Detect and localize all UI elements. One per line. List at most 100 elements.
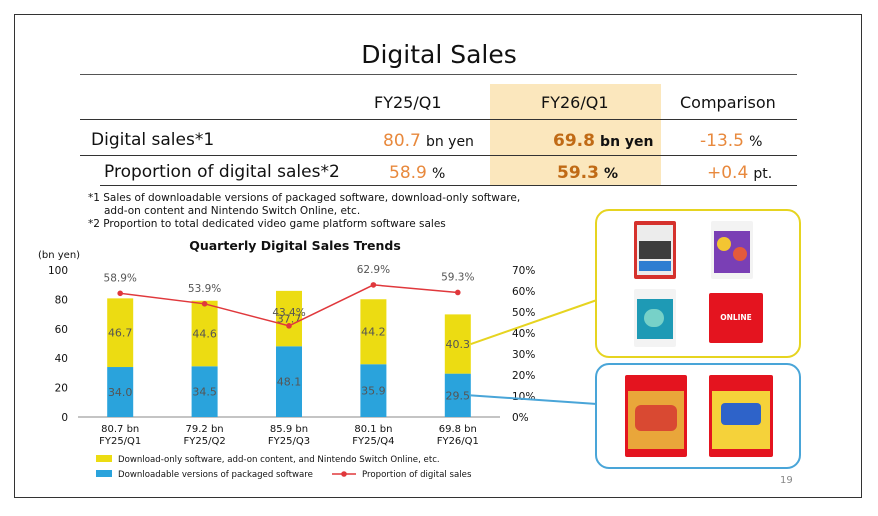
bar-download-only [276, 290, 302, 347]
proportion-fy26-unit: % [604, 166, 619, 182]
download-only-callout: ONLINE [595, 209, 801, 358]
y2-tick-label: 20% [512, 370, 535, 382]
packaged-callout [595, 363, 801, 469]
bar-packaged [360, 364, 387, 417]
kart-game-box-icon [625, 375, 687, 457]
party-game-card-icon [711, 221, 753, 279]
proportion-point [455, 289, 461, 296]
proportion-point [201, 301, 208, 307]
bar-download-only-label: 44.6 [192, 328, 217, 341]
bar-total-label: 80.1 bn [354, 424, 392, 435]
y2-tick-label: 30% [512, 349, 535, 361]
proportion-label: 59.3% [441, 271, 474, 283]
bar-packaged-label: 34.5 [192, 386, 217, 399]
bar-download-only-label: 46.7 [108, 327, 133, 340]
blue-connector-line [470, 394, 598, 405]
bar-download-only [191, 300, 218, 367]
y-tick-label: 0 [61, 412, 68, 424]
chart-title: Quarterly Digital Sales Trends [189, 238, 401, 253]
digital-sales-comparison-value: -13.5 [700, 131, 744, 151]
bar-packaged [107, 367, 134, 417]
proportion-point [370, 282, 377, 288]
y-axis-label: (bn yen) [38, 250, 80, 261]
digital-sales-fy26-value: 69.8 [553, 131, 595, 151]
slide-title: Digital Sales [361, 40, 517, 69]
proportion-fy26: 59.3 % [557, 163, 618, 183]
bar-download-only-label: 40.3 [446, 338, 471, 351]
row-label-proportion: Proportion of digital sales*2 [104, 162, 340, 182]
table-bottom-rule [100, 185, 797, 186]
y2-tick-label: 0% [512, 412, 529, 424]
bar-packaged-label: 35.9 [361, 385, 386, 398]
proportion-point [286, 323, 292, 329]
digital-sales-fy25-value: 80.7 [383, 131, 421, 151]
note-1: *1 Sales of downloadable versions of pac… [88, 192, 521, 204]
fy26-column-highlight [490, 84, 661, 185]
legend-label-proportion: Proportion of digital sales [362, 470, 472, 480]
bar-packaged-label: 34.0 [108, 386, 133, 399]
y-tick-label: 60 [55, 324, 68, 336]
digital-sales-fy26-unit: bn yen [600, 134, 654, 150]
legend-label-download-only: Download-only software, add-on content, … [118, 455, 440, 465]
digital-sales-comparison: -13.5 % [700, 131, 762, 151]
bar-download-only-label: 44.2 [361, 326, 386, 339]
row-label-digital-sales: Digital sales*1 [91, 130, 215, 150]
legend-label-packaged: Downloadable versions of packaged softwa… [118, 470, 313, 480]
col-header-fy26: FY26/Q1 [541, 93, 609, 112]
note-1-continued: add-on content and Nintendo Switch Onlin… [104, 205, 361, 217]
x-tick-label: FY25/Q2 [184, 436, 226, 447]
proportion-fy25-value: 58.9 [389, 163, 427, 183]
y2-tick-label: 60% [512, 286, 535, 298]
proportion-fy25-unit: % [431, 166, 446, 182]
bar-packaged [276, 346, 302, 417]
y-tick-label: 80 [55, 294, 68, 306]
table-header-rule [80, 119, 797, 120]
page-number: 19 [780, 475, 793, 486]
bar-packaged-label: 29.5 [446, 389, 471, 402]
x-tick-label: FY25/Q1 [99, 436, 141, 447]
col-header-comparison: Comparison [680, 93, 776, 112]
proportion-label: 43.4% [272, 307, 305, 319]
proportion-label: 53.9% [188, 283, 221, 295]
mario-party-box-icon [709, 375, 773, 457]
yellow-connector-line [470, 299, 598, 345]
x-tick-label: FY25/Q3 [268, 436, 310, 447]
y2-tick-label: 10% [512, 391, 535, 403]
y-tick-label: 40 [55, 353, 68, 365]
bar-download-only [360, 299, 387, 365]
legend-swatch-proportion-point [341, 471, 347, 477]
proportion-point [117, 290, 123, 297]
proportion-fy26-value: 59.3 [557, 163, 599, 183]
note-2: *2 Proportion to total dedicated video g… [88, 218, 446, 230]
table-row-rule [80, 155, 797, 156]
bar-download-only [107, 298, 134, 368]
legend-swatch-download-only [96, 455, 112, 462]
proportion-comparison-value: +0.4 [707, 163, 749, 183]
bar-packaged-label: 48.1 [277, 376, 302, 389]
digital-sales-fy25-unit: bn yen [425, 134, 474, 150]
proportion-label: 62.9% [357, 264, 390, 276]
switch-online-card-icon: ONLINE [709, 293, 763, 343]
bar-download-only [444, 314, 471, 374]
bar-total-label: 79.2 bn [186, 424, 224, 435]
y2-tick-label: 70% [512, 265, 535, 277]
y2-tick-label: 40% [512, 328, 535, 340]
bar-total-label: 69.8 bn [439, 424, 477, 435]
adventure-game-card-icon [634, 289, 676, 347]
proportion-fy25: 58.9 % [389, 163, 445, 183]
bar-packaged [444, 373, 471, 417]
bar-total-label: 85.9 bn [270, 424, 308, 435]
digital-sales-fy26: 69.8 bn yen [553, 131, 654, 151]
y-tick-label: 20 [55, 383, 68, 395]
x-tick-label: FY26/Q1 [437, 436, 479, 447]
proportion-comparison: +0.4 pt. [707, 163, 772, 183]
x-tick-label: FY25/Q4 [352, 436, 394, 447]
proportion-comparison-unit: pt. [753, 166, 773, 182]
legend-swatch-packaged [96, 470, 112, 477]
bar-total-label: 80.7 bn [101, 424, 139, 435]
title-divider [80, 74, 797, 75]
digital-sales-comparison-unit: % [749, 134, 763, 150]
proportion-label: 58.9% [104, 272, 137, 284]
welcome-tour-card-icon [634, 221, 676, 279]
digital-sales-fy25: 80.7 bn yen [383, 131, 474, 151]
